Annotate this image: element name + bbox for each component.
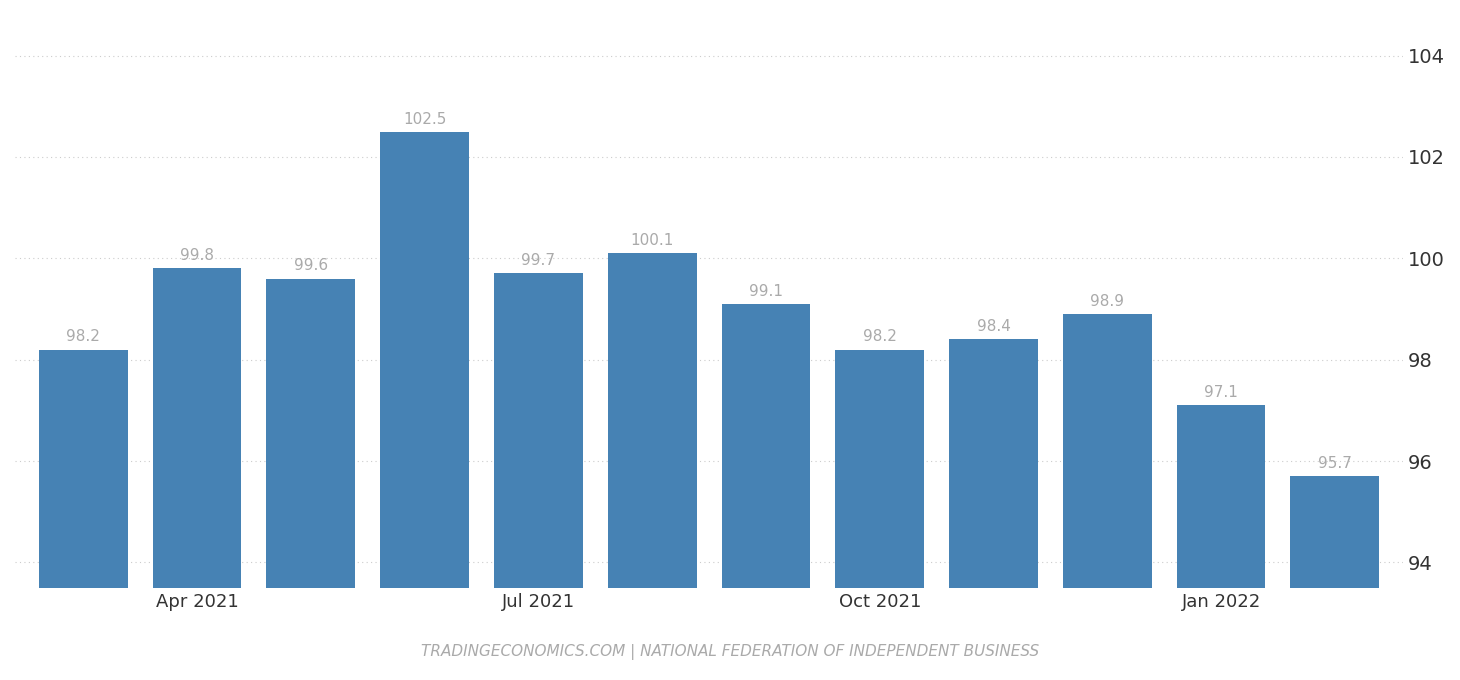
Text: 98.4: 98.4 [977,320,1010,335]
Text: 95.7: 95.7 [1318,456,1352,471]
Text: 100.1: 100.1 [631,233,675,248]
Text: 102.5: 102.5 [403,112,447,126]
Bar [1177,405,1266,588]
Bar [267,279,355,588]
Text: 99.1: 99.1 [749,284,783,299]
Text: TRADINGECONOMICS.COM | NATIONAL FEDERATION OF INDEPENDENT BUSINESS: TRADINGECONOMICS.COM | NATIONAL FEDERATI… [420,643,1040,660]
Bar [1063,314,1152,588]
Bar [39,350,127,588]
Text: 99.7: 99.7 [521,254,555,269]
Text: 99.6: 99.6 [293,258,328,273]
Bar [1291,476,1380,588]
Bar [949,339,1038,588]
Bar [721,304,810,588]
Text: 99.8: 99.8 [180,248,215,263]
Bar [380,131,469,588]
Text: 98.9: 98.9 [1091,294,1124,309]
Bar [607,253,696,588]
Text: 98.2: 98.2 [863,329,896,345]
Text: 97.1: 97.1 [1204,385,1238,401]
Bar [493,273,583,588]
Text: 98.2: 98.2 [66,329,101,345]
Bar [835,350,924,588]
Bar [153,269,241,588]
